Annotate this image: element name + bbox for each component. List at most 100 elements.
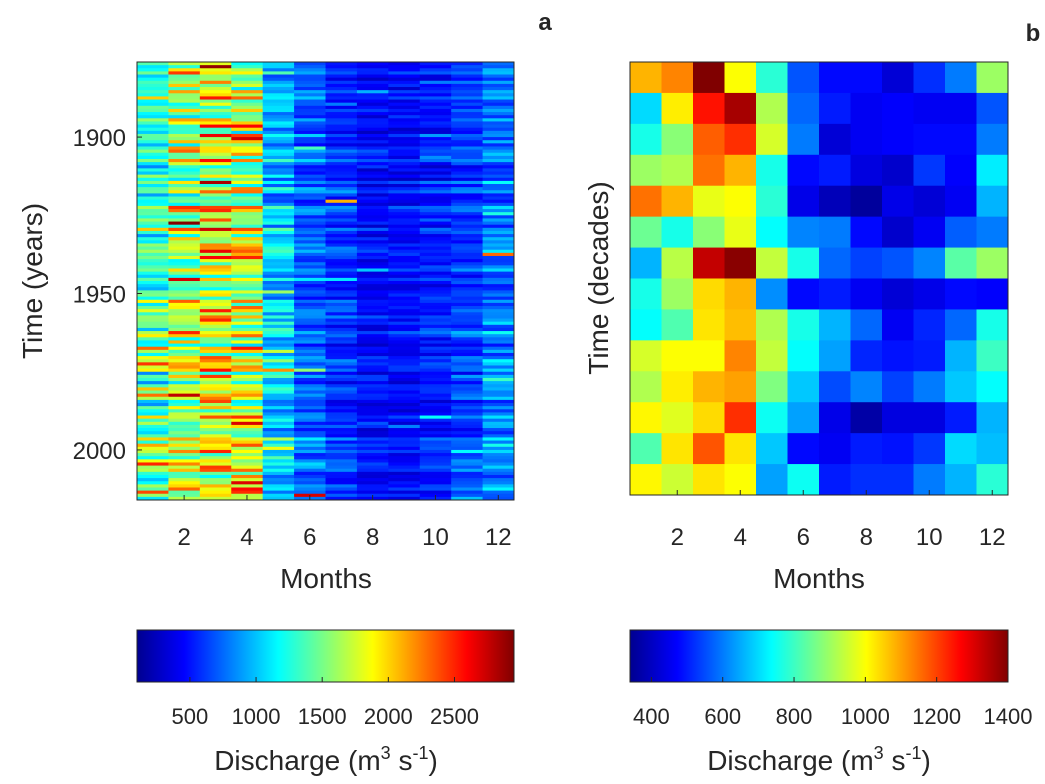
heatmap-cell bbox=[388, 105, 421, 110]
heatmap-cell bbox=[262, 62, 295, 66]
heatmap-cell bbox=[724, 216, 757, 248]
heatmap-cell bbox=[262, 140, 295, 144]
heatmap-cell bbox=[294, 443, 326, 448]
heatmap-cell bbox=[262, 340, 295, 345]
heatmap-cell bbox=[693, 154, 725, 187]
heatmap-cell bbox=[168, 77, 201, 82]
heatmap-cell bbox=[231, 274, 264, 279]
heatmap-cell bbox=[262, 337, 295, 341]
heatmap-cell bbox=[388, 243, 421, 248]
heatmap-cell bbox=[199, 324, 232, 329]
heatmap-cell bbox=[294, 271, 326, 276]
heatmap-cell bbox=[294, 158, 326, 163]
heatmap-cell bbox=[262, 449, 295, 454]
heatmap-cell bbox=[231, 327, 264, 332]
heatmap-cell bbox=[168, 437, 201, 442]
heatmap-cell bbox=[451, 265, 484, 269]
heatmap-cell bbox=[262, 465, 295, 470]
heatmap-cell bbox=[325, 334, 358, 338]
heatmap-cell bbox=[451, 215, 484, 219]
heatmap-cell bbox=[325, 65, 358, 69]
heatmap-cell bbox=[168, 168, 201, 172]
heatmap-cell bbox=[294, 421, 326, 426]
heatmap-cell bbox=[168, 424, 201, 429]
heatmap-cell bbox=[356, 384, 389, 388]
heatmap-cell bbox=[976, 154, 1009, 187]
heatmap-cell bbox=[137, 62, 169, 66]
heatmap-cell bbox=[262, 224, 295, 229]
heatmap-cell bbox=[419, 443, 452, 448]
heatmap-cell bbox=[419, 99, 452, 104]
heatmap-cell bbox=[325, 471, 358, 476]
heatmap-cell bbox=[168, 212, 201, 216]
heatmap-cell bbox=[388, 124, 421, 129]
heatmap-cell bbox=[199, 340, 232, 345]
heatmap-cell bbox=[294, 387, 326, 391]
heatmap-cell bbox=[325, 274, 358, 279]
heatmap-cell bbox=[787, 247, 820, 279]
heatmap-cell bbox=[419, 187, 452, 191]
heatmap-cell bbox=[482, 309, 515, 313]
heatmap-cell bbox=[419, 140, 452, 144]
heatmap-cell bbox=[419, 130, 452, 135]
heatmap-cell bbox=[482, 393, 515, 398]
heatmap-cell bbox=[482, 403, 515, 407]
heatmap-cell bbox=[661, 278, 694, 310]
heatmap-cell bbox=[388, 212, 421, 216]
heatmap-cell bbox=[262, 162, 295, 166]
heatmap-cell bbox=[231, 384, 264, 388]
heatmap-cell bbox=[482, 240, 515, 244]
heatmap-cell bbox=[451, 431, 484, 435]
heatmap-cell bbox=[199, 124, 232, 129]
heatmap-cell bbox=[325, 162, 358, 166]
heatmap-cell bbox=[262, 262, 295, 266]
heatmap-cell bbox=[356, 456, 389, 460]
heatmap-cell bbox=[850, 340, 883, 372]
heatmap-cell bbox=[231, 393, 264, 398]
heatmap-cell bbox=[388, 362, 421, 366]
heatmap-cell bbox=[168, 431, 201, 435]
heatmap-cell bbox=[262, 252, 295, 257]
heatmap-cell bbox=[231, 243, 264, 248]
heatmap-cell bbox=[168, 415, 201, 420]
heatmap-cell bbox=[168, 377, 201, 382]
heatmap-cell bbox=[451, 334, 484, 338]
colorbar-a-label: Discharge (m3 s-1) bbox=[214, 743, 438, 776]
heatmap-cell bbox=[356, 184, 389, 188]
heatmap-cell bbox=[231, 459, 264, 463]
heatmap-cell bbox=[231, 158, 264, 163]
heatmap-cell bbox=[199, 271, 232, 276]
heatmap-cell bbox=[168, 277, 201, 282]
heatmap-cell bbox=[787, 154, 820, 187]
heatmap-cell bbox=[419, 306, 452, 310]
heatmap-cell bbox=[168, 230, 201, 235]
heatmap-cell bbox=[168, 149, 201, 154]
heatmap-cell bbox=[137, 68, 169, 72]
heatmap-cell bbox=[630, 278, 662, 310]
heatmap-cell bbox=[231, 90, 264, 94]
heatmap-cell bbox=[451, 362, 484, 366]
heatmap-cell bbox=[262, 390, 295, 395]
heatmap-cell bbox=[262, 137, 295, 141]
heatmap-cell bbox=[137, 406, 169, 410]
heatmap-cell bbox=[388, 309, 421, 313]
heatmap-cell bbox=[976, 402, 1009, 434]
heatmap-cell bbox=[199, 184, 232, 188]
heatmap-cell bbox=[451, 465, 484, 470]
heatmap-cell bbox=[231, 209, 264, 213]
heatmap-cell bbox=[294, 227, 326, 232]
heatmap-cell bbox=[325, 205, 358, 210]
x-tick-label-b: 2 bbox=[671, 524, 684, 551]
heatmap-cell bbox=[482, 409, 515, 413]
heatmap-cell bbox=[231, 140, 264, 144]
heatmap-cell bbox=[356, 415, 389, 420]
heatmap-cell bbox=[294, 218, 326, 223]
heatmap-cell bbox=[451, 496, 484, 501]
heatmap-cell bbox=[356, 224, 389, 229]
heatmap-cell bbox=[482, 459, 515, 463]
heatmap-cell bbox=[294, 321, 326, 326]
heatmap-cell bbox=[137, 428, 169, 432]
heatmap-cell bbox=[661, 309, 694, 341]
